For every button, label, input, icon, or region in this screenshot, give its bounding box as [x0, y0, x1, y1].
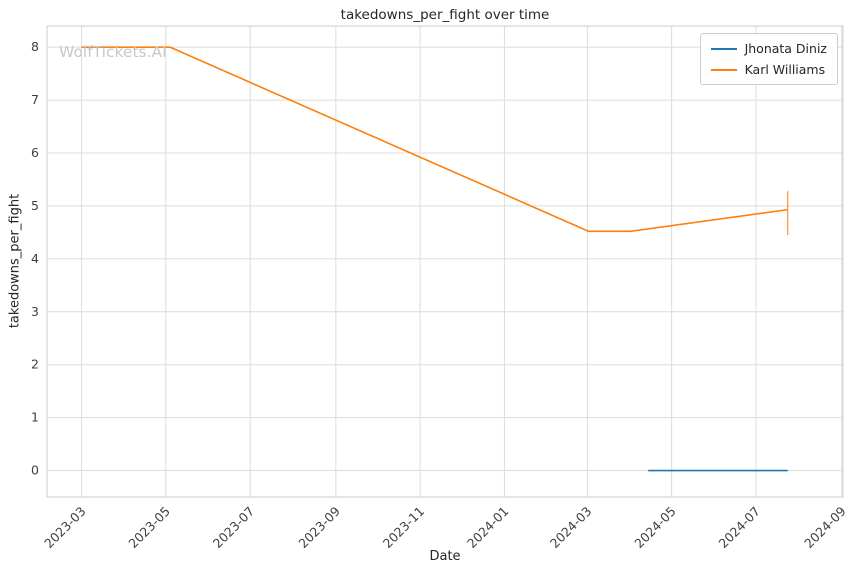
- y-tick-label: 0: [31, 463, 39, 478]
- y-tick-label: 6: [31, 145, 39, 160]
- x-axis-label: Date: [429, 549, 461, 564]
- watermark: WolfTickets.AI: [59, 43, 167, 61]
- legend: Jhonata Diniz Karl Williams: [699, 33, 838, 85]
- legend-line-swatch: [710, 68, 737, 71]
- legend-line-swatch: [710, 47, 737, 50]
- legend-entry: Karl Williams: [710, 62, 827, 77]
- y-tick-label: 1: [31, 410, 39, 425]
- y-tick-label: 3: [31, 304, 39, 319]
- y-tick-label: 8: [31, 39, 39, 54]
- y-axis-label: takedowns_per_fight: [7, 193, 23, 329]
- legend-label: Jhonata Diniz: [744, 41, 827, 56]
- legend-label: Karl Williams: [744, 62, 826, 77]
- y-tick-label: 4: [31, 251, 39, 266]
- legend-entry: Jhonata Diniz: [710, 41, 827, 56]
- y-tick-label: 2: [31, 357, 39, 372]
- chart-title: takedowns_per_fight over time: [340, 7, 550, 23]
- plot-border: [46, 25, 844, 498]
- y-tick-label: 7: [31, 92, 39, 107]
- y-tick-label: 5: [31, 198, 39, 213]
- series-line-karl-williams: [81, 46, 788, 233]
